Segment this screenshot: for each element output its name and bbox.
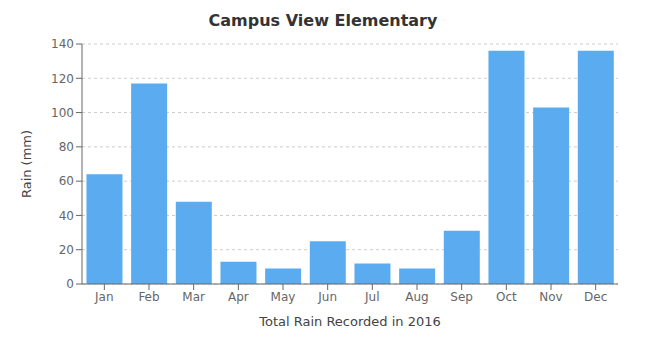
svg-text:Jan: Jan [94,290,114,304]
svg-text:Apr: Apr [228,290,249,304]
svg-text:May: May [271,290,296,304]
html-text:Campus View Elementary: Campus View Elementary [208,11,438,30]
svg-text:Dec: Dec [584,290,607,304]
svg-text:0: 0 [66,277,74,291]
svg-text:Rain (mm): Rain (mm) [19,130,34,198]
svg-text:20: 20 [59,243,74,257]
svg-text:Oct: Oct [496,290,517,304]
svg-text:80: 80 [59,140,74,154]
svg-text:140: 140 [51,37,74,51]
svg-text:40: 40 [59,209,74,223]
svg-text:Jul: Jul [364,290,379,304]
svg-text:Sep: Sep [450,290,473,304]
svg-text:100: 100 [51,106,74,120]
svg-text:Nov: Nov [539,290,562,304]
svg-text:Aug: Aug [405,290,428,304]
svg-text:Mar: Mar [182,290,205,304]
svg-text:Total Rain Recorded in 2016: Total Rain Recorded in 2016 [258,314,441,329]
svg-text:120: 120 [51,72,74,86]
svg-text:Jun: Jun [317,290,337,304]
svg-text:60: 60 [59,174,74,188]
svg-text:Feb: Feb [138,290,159,304]
